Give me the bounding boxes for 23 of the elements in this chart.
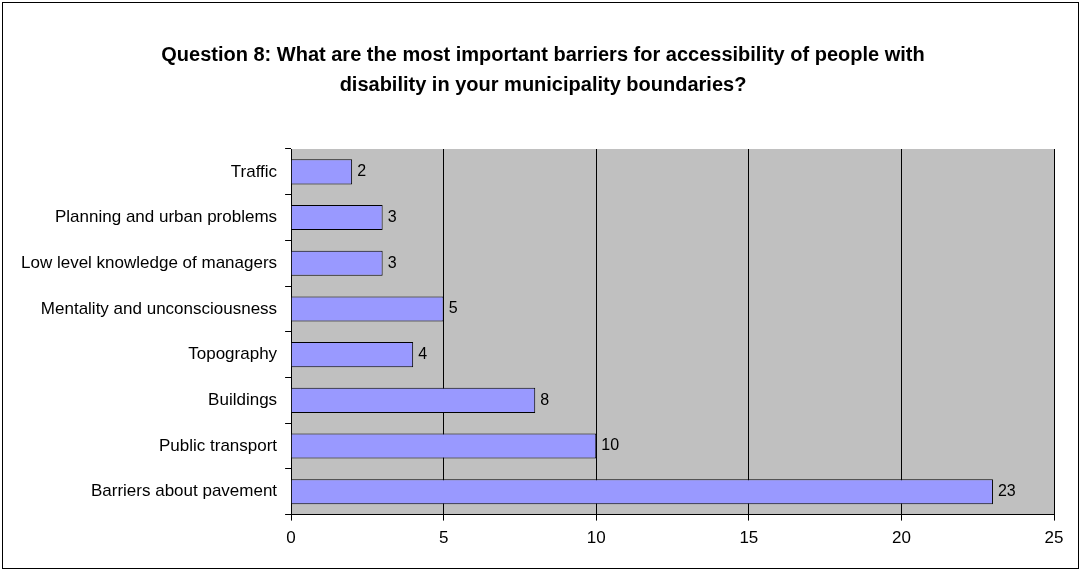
x-tick-label: 15 — [739, 528, 759, 548]
chart-title: Question 8: What are the most important barriers for accessibility of people with disability in your municipality boundaries? — [160, 42, 926, 97]
data-label: 8 — [540, 390, 550, 408]
y-tick-label: Barriers about pavement — [90, 481, 278, 501]
y-tick-label: Traffic — [230, 161, 278, 181]
y-tick-label: Planning and urban problems — [54, 207, 278, 227]
x-tick-label: 20 — [891, 528, 911, 548]
data-label: 4 — [418, 345, 428, 363]
x-tick-label: 25 — [1044, 528, 1064, 548]
data-label: 2 — [357, 162, 367, 180]
data-label: 3 — [387, 207, 397, 225]
x-tick-label: 10 — [586, 528, 606, 548]
data-label: 23 — [997, 482, 1016, 500]
y-tick-label: Low level knowledge of managers — [20, 252, 278, 272]
x-tick-label: 5 — [438, 528, 449, 548]
x-tick-label: 0 — [286, 528, 296, 548]
y-tick-label: Mentality and unconsciousness — [40, 298, 278, 318]
data-label: 3 — [387, 253, 397, 271]
data-label: 10 — [601, 436, 620, 454]
data-label: 5 — [448, 299, 458, 317]
y-tick-label: Public transport — [158, 435, 278, 455]
y-tick-label: Buildings — [208, 390, 278, 410]
y-tick-label: Topography — [188, 344, 278, 364]
